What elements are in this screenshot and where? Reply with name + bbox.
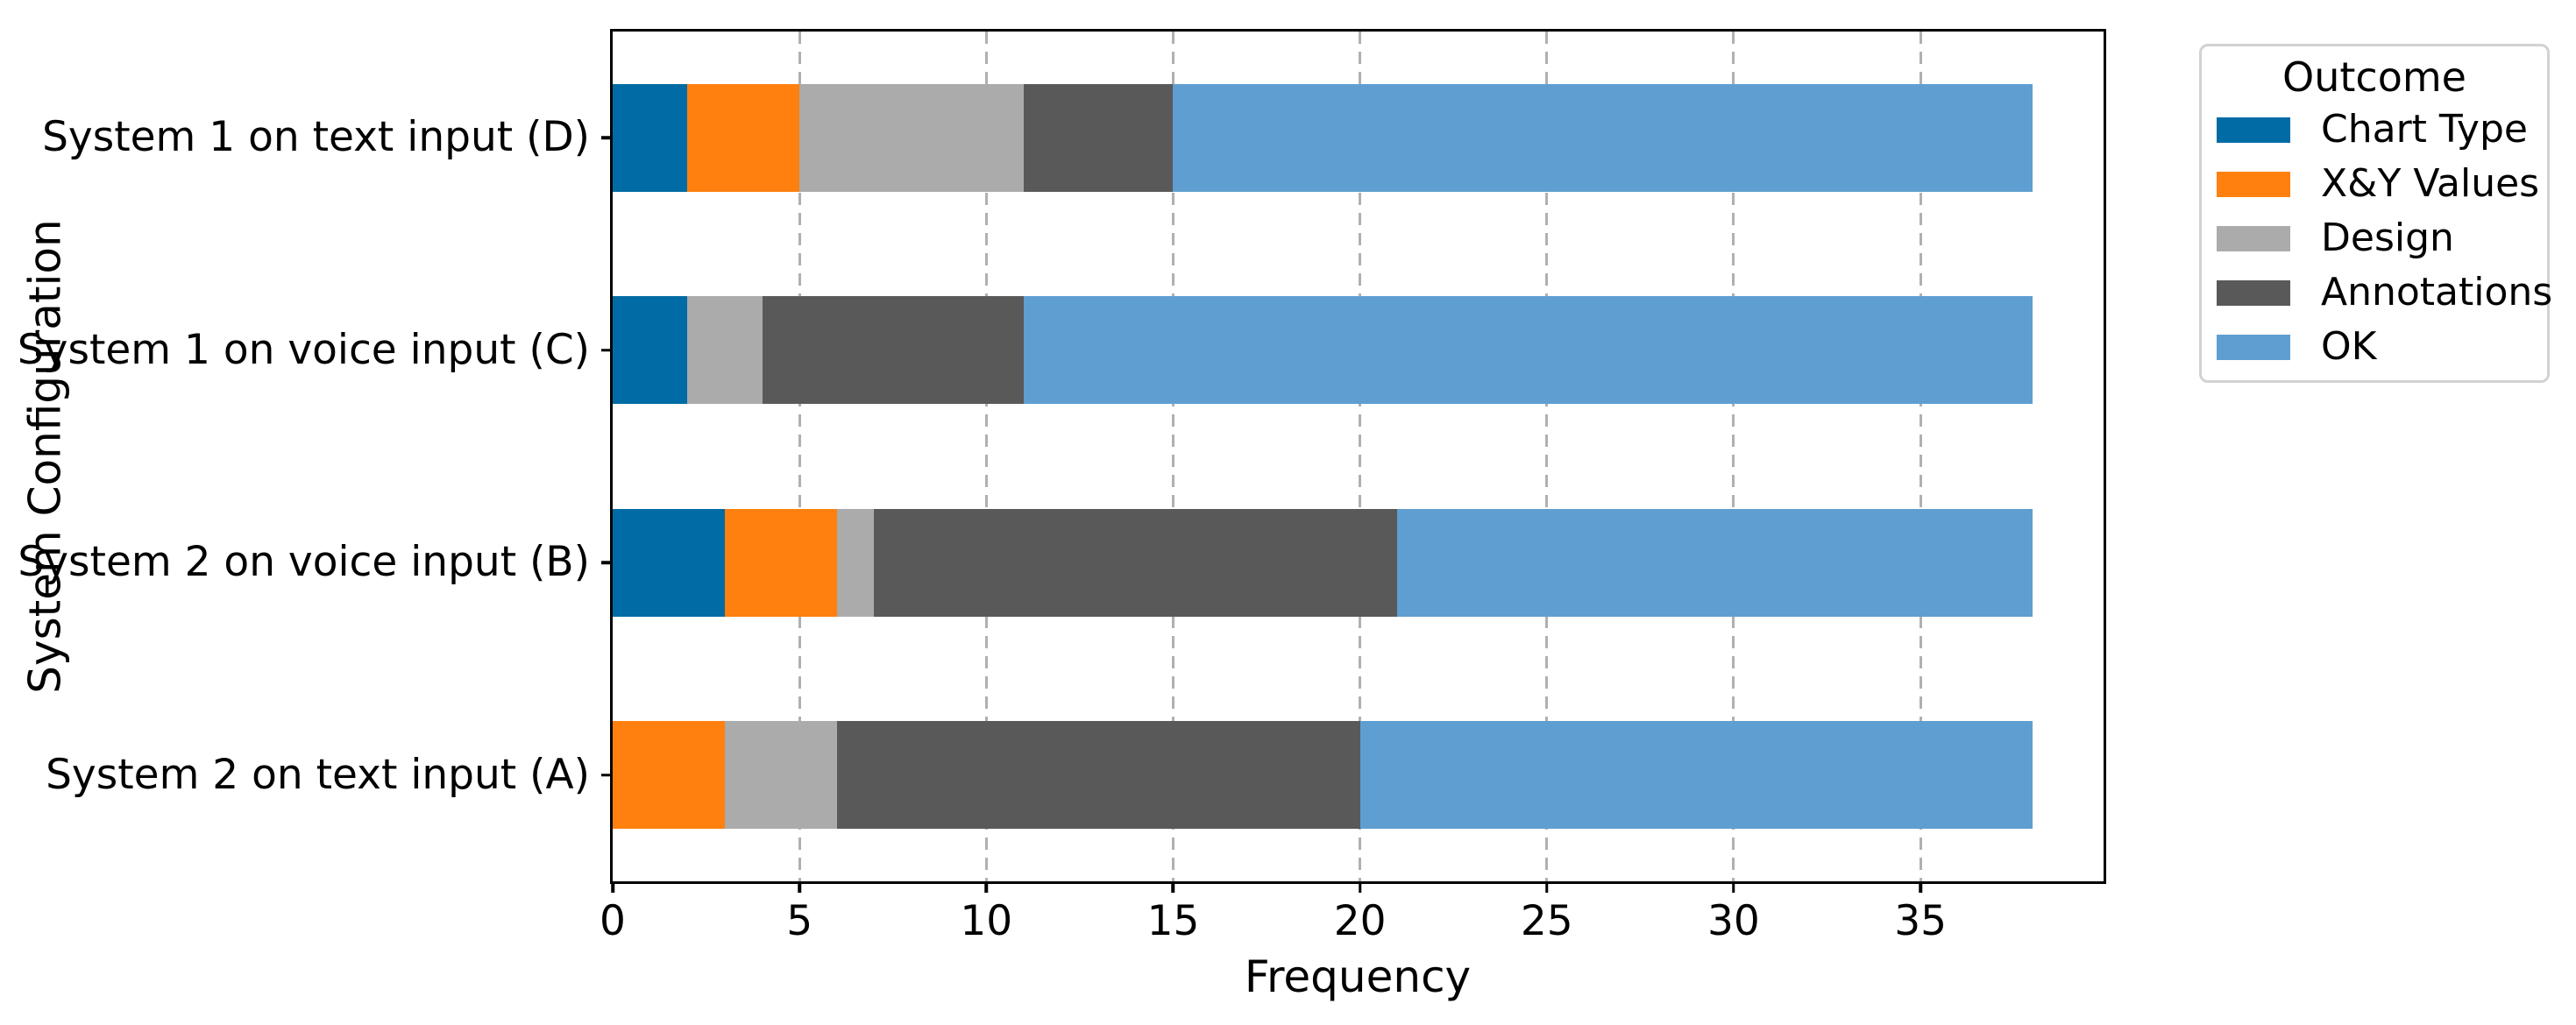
x-tick-label: 30 [1707, 897, 1760, 945]
x-tick-mark [1545, 881, 1549, 893]
x-tick-label: 35 [1894, 897, 1947, 945]
x-tick-label: 0 [600, 897, 626, 945]
bar-segment [836, 508, 875, 617]
gridline [1919, 32, 1922, 881]
y-tick-mark [601, 136, 613, 139]
x-tick-label: 5 [786, 897, 813, 945]
legend-swatch [2217, 226, 2290, 252]
x-tick-mark [1732, 881, 1735, 893]
x-tick-label: 20 [1333, 897, 1387, 945]
bar-segment [613, 296, 688, 405]
x-tick-label: 25 [1520, 897, 1573, 945]
bar-segment [1397, 508, 2033, 617]
legend-swatch [2217, 280, 2290, 307]
bar-row [613, 508, 2033, 617]
x-tick-label: 10 [960, 897, 1013, 945]
legend-swatch [2217, 172, 2290, 198]
legend-box: Outcome Chart Type X&Y Values Design Annota… [2199, 44, 2552, 383]
y-tick-label: System 1 on voice input (C) [17, 325, 590, 374]
bar-segment [687, 83, 800, 192]
x-tick-mark [1919, 881, 1922, 893]
legend-entry-label: X&Y Values [2321, 161, 2540, 207]
x-tick-mark [611, 881, 614, 893]
bar-segment [1173, 83, 2033, 192]
legend-entry: OK [2202, 321, 2547, 375]
y-tick-label: System 1 on text input (D) [42, 113, 590, 162]
legend-entry-label: Annotations [2321, 270, 2553, 315]
bar-segment [724, 721, 837, 830]
gridline [1171, 32, 1174, 881]
plot-area: 0 5 10 15 20 25 30 35 System 1 on text input (D… [18, 29, 2106, 944]
legend-title: Outcome [2282, 53, 2466, 101]
gridline [1359, 32, 1362, 881]
x-tick-mark [1358, 881, 1362, 893]
x-axis-title: Frequency [1244, 951, 1472, 1002]
y-tick-mark [601, 561, 613, 564]
bar-segment [1023, 296, 2033, 405]
bar-row [613, 296, 2033, 405]
x-tick-mark [984, 881, 989, 893]
x-tick-mark [1171, 881, 1175, 893]
legend-entries: Chart Type X&Y Values Design Annotations OK [2202, 103, 2552, 375]
legend-swatch [2217, 117, 2290, 144]
bar-segment [836, 721, 1360, 830]
legend-entry: Annotations [2202, 266, 2552, 321]
x-tick-mark [798, 881, 801, 893]
y-axis-title: System Configuration [19, 219, 71, 694]
y-tick-mark [601, 774, 613, 777]
bar-segment [613, 508, 725, 617]
legend-entry: Chart Type [2202, 103, 2547, 158]
gridline [798, 32, 801, 881]
legend-swatch [2217, 335, 2290, 361]
gridline [984, 32, 988, 881]
legend-entry-label: OK [2321, 324, 2377, 370]
y-tick-label: System 2 on text input (A) [46, 750, 590, 799]
legend-entry-label: Design [2321, 216, 2454, 261]
bar-segment [613, 721, 725, 830]
bar-segment [1023, 83, 1174, 192]
gridline [1545, 32, 1549, 881]
gridline [1732, 32, 1735, 881]
legend-entry-label: Chart Type [2321, 107, 2528, 152]
bar-segment [613, 83, 688, 192]
y-tick-mark [601, 349, 613, 352]
bar-segment [874, 508, 1398, 617]
y-tick-label: System 2 on voice input (B) [18, 538, 590, 587]
bar-segment [762, 296, 1024, 405]
bar-segment [799, 83, 1024, 192]
bar-segment [724, 508, 837, 617]
legend-entry: Design [2202, 212, 2547, 266]
legend-entry: X&Y Values [2202, 158, 2547, 212]
bar-segment [687, 296, 763, 405]
bar-segment [1359, 721, 2033, 830]
x-tick-label: 15 [1146, 897, 1200, 945]
bar-row [613, 721, 2033, 830]
bar-row [613, 83, 2033, 192]
